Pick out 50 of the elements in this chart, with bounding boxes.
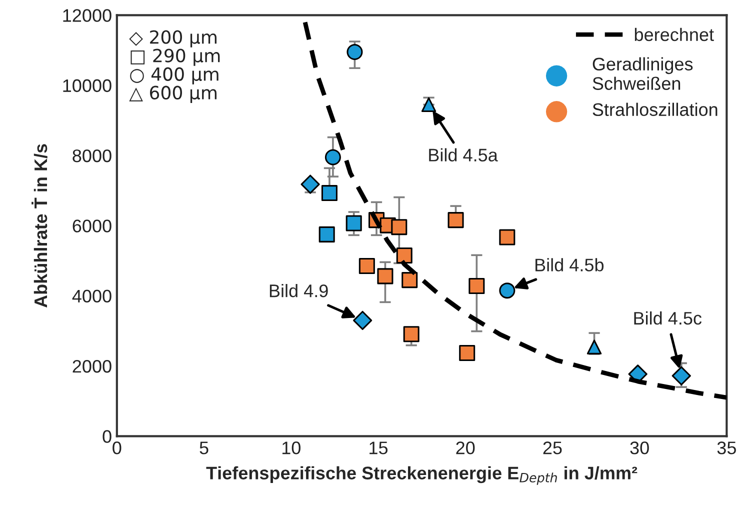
x-tick-label: 10 <box>282 442 300 454</box>
point <box>448 212 464 228</box>
point <box>324 149 341 166</box>
x-tick-label: 25 <box>543 442 562 454</box>
point <box>396 247 412 264</box>
y-tick-label: 12000 <box>63 9 112 22</box>
annotation: Bild 4.9 <box>270 284 328 298</box>
point <box>402 272 418 288</box>
point <box>586 340 602 354</box>
point <box>468 278 485 294</box>
point <box>353 310 372 330</box>
point <box>377 268 394 284</box>
y-axis-title: Abkühlrate Ṫ in K/s <box>32 144 48 308</box>
y-tick-label: 0 <box>102 430 112 443</box>
point <box>391 219 408 236</box>
annotation: ● Geradliniges Schweißen <box>546 57 693 90</box>
y-tick-label: 2000 <box>72 360 112 373</box>
point <box>321 185 338 202</box>
point <box>499 282 516 299</box>
point <box>421 97 436 112</box>
x-tick-label: 0 <box>112 442 122 454</box>
point <box>318 226 335 242</box>
point <box>346 44 363 60</box>
x-tick-label: 5 <box>200 442 208 454</box>
point <box>459 345 476 362</box>
y-tick-label: 6000 <box>72 220 112 232</box>
y-tick-label: 4000 <box>72 290 112 303</box>
point <box>672 366 691 386</box>
legend-label: berechnet <box>634 28 714 42</box>
point <box>499 229 516 246</box>
annotation: Bild 4.5a <box>429 148 498 162</box>
x-tick-label: 15 <box>370 442 388 454</box>
y-tick-label: 10000 <box>63 79 112 92</box>
x-tick-label: 35 <box>717 442 736 454</box>
annotation: Bild 4.5b <box>536 258 604 272</box>
annotation: △ 600 µm <box>129 86 216 103</box>
annotation: ● Strahloszillation <box>546 101 718 122</box>
point <box>300 174 320 194</box>
x-tick-label: 30 <box>630 442 649 454</box>
y-tick-label: 8000 <box>72 149 112 162</box>
annotation: ◇ 200 µm <box>129 30 216 48</box>
annotation: Bild 4.5c <box>634 311 702 325</box>
point <box>346 215 362 232</box>
x-tick-label: 20 <box>456 442 475 454</box>
x-axis-title: Tiefenspezifische Streckenenergie E$_{Depth}$ in J/mm² <box>206 466 638 485</box>
annotation: □ 290 µm <box>130 48 220 66</box>
point <box>358 258 375 274</box>
annotation: ○ 400 µm <box>130 67 218 84</box>
line-series <box>302 20 727 400</box>
point <box>403 326 420 342</box>
